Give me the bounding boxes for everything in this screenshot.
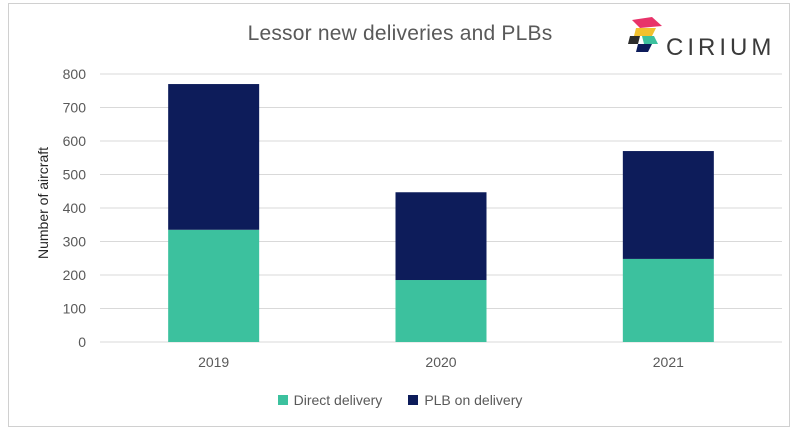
legend-swatch-plb-on-delivery: [408, 395, 419, 405]
y-tick-label: 400: [63, 200, 87, 216]
y-tick-label: 300: [63, 234, 87, 250]
y-tick-label: 600: [63, 133, 87, 149]
legend-item-plb-on-delivery: PLB on delivery: [408, 392, 522, 408]
y-tick-label: 100: [63, 301, 87, 317]
legend-swatch-direct-delivery: [277, 395, 288, 405]
legend: Direct delivery PLB on delivery: [0, 392, 800, 408]
legend-item-direct-delivery: Direct delivery: [277, 392, 383, 408]
y-tick-label: 700: [63, 100, 87, 116]
bar-plb-on-delivery-2019: [168, 84, 260, 230]
y-axis-label: Number of aircraft: [35, 147, 51, 259]
legend-label-plb-on-delivery: PLB on delivery: [424, 392, 523, 408]
x-tick-labels: 2019 2020 2021: [198, 354, 684, 370]
bar-plb-on-delivery-2021: [622, 151, 714, 259]
y-tick-label: 800: [63, 66, 87, 82]
y-tick-label: 500: [63, 167, 87, 183]
bar-direct-delivery-2020: [395, 280, 487, 342]
x-tick-label: 2021: [653, 354, 684, 370]
x-tick-label: 2020: [425, 354, 456, 370]
bar-direct-delivery-2021: [622, 258, 714, 342]
cirium-logo-icon: [628, 17, 662, 52]
y-tick-labels: 0 100 200 300 400 500 600 700 800: [63, 66, 87, 350]
bar-direct-delivery-2019: [168, 229, 260, 342]
bar-plb-on-delivery-2020: [395, 192, 487, 281]
x-tick-label: 2019: [198, 354, 229, 370]
bars: [168, 84, 714, 342]
logo-text: CIRIUM: [666, 34, 776, 61]
chart-title: Lessor new deliveries and PLBs: [247, 22, 553, 45]
y-tick-label: 200: [63, 267, 87, 283]
legend-label-direct-delivery: Direct delivery: [293, 392, 383, 408]
y-tick-label: 0: [78, 334, 86, 350]
